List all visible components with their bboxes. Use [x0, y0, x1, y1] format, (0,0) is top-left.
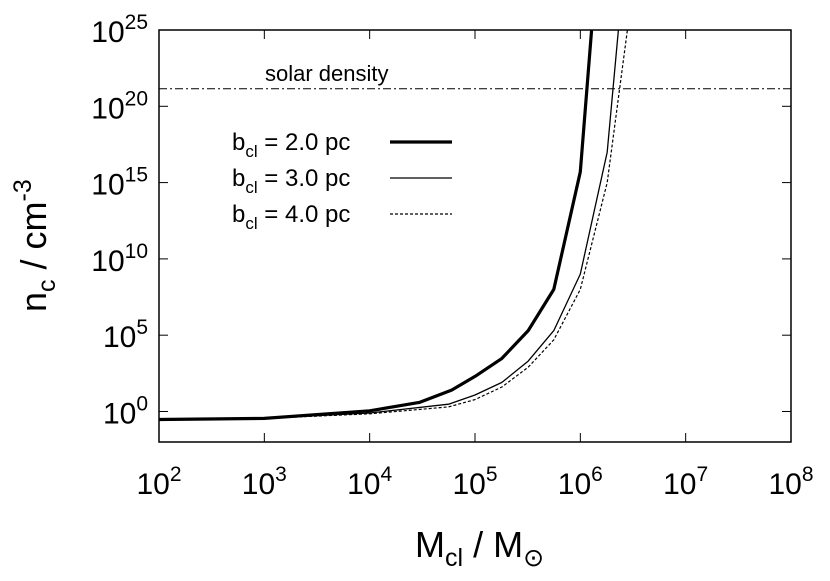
- legend-label-main: b: [232, 201, 245, 228]
- x-axis-title: Mcl / M⊙: [415, 524, 544, 572]
- x-tick-exp: 3: [275, 463, 287, 486]
- y-tick-base: 10: [91, 169, 124, 202]
- x-tick-exp: 7: [697, 463, 709, 486]
- x-title-mid: / M: [463, 524, 523, 565]
- y-tick-exp: 15: [125, 164, 148, 187]
- y-tick-label-1: 105: [103, 316, 148, 354]
- x-tick-exp: 4: [381, 463, 393, 486]
- legend-label-rest: = 3.0 pc: [258, 165, 351, 192]
- x-tick-label-5: 107: [663, 463, 708, 501]
- legend-label-rest: = 4.0 pc: [258, 201, 351, 228]
- y-tick-label-3: 1015: [91, 164, 148, 202]
- y-tick-label-0: 100: [103, 392, 148, 430]
- y-tick-base: 10: [103, 397, 136, 430]
- x-title-sun-symbol: ⊙: [523, 544, 544, 572]
- y-tick-base: 10: [91, 245, 124, 278]
- x-tick-exp: 6: [591, 463, 603, 486]
- x-tick-base: 10: [347, 468, 380, 501]
- x-tick-base: 10: [768, 468, 801, 501]
- y-tick-exp: 5: [136, 316, 148, 339]
- x-tick-base: 10: [242, 468, 275, 501]
- legend-label-sub: cl: [245, 214, 257, 233]
- legend-label-rest: = 2.0 pc: [258, 129, 351, 156]
- legend-label-main: b: [232, 165, 245, 192]
- y-tick-label-4: 1020: [91, 87, 148, 125]
- y-tick-base: 10: [91, 92, 124, 125]
- legend-label-3: bcl = 4.0 pc: [232, 201, 350, 233]
- y-tick-exp: 25: [125, 11, 148, 34]
- series-line-3: [159, 30, 628, 421]
- x-tick-base: 10: [452, 468, 485, 501]
- x-tick-exp: 2: [170, 463, 182, 486]
- x-tick-base: 10: [663, 468, 696, 501]
- x-title-main: M: [415, 524, 445, 565]
- solar-density-label: solar density: [265, 61, 389, 86]
- y-title-sup: -3: [9, 179, 37, 201]
- x-tick-label-0: 102: [136, 463, 181, 501]
- x-tick-base: 10: [558, 468, 591, 501]
- reference-line-group: solar density: [159, 61, 791, 90]
- y-title-main: n: [13, 292, 54, 312]
- y-tick-exp: 10: [125, 240, 148, 263]
- x-tick-label-1: 103: [242, 463, 287, 501]
- x-title-sub: cl: [445, 544, 463, 572]
- y-tick-exp: 20: [125, 87, 148, 110]
- tick-marks: [158, 29, 792, 442]
- y-tick-base: 10: [103, 321, 136, 354]
- x-tick-exp: 5: [486, 463, 498, 486]
- x-tick-exp: 8: [802, 463, 814, 486]
- legend-label-sub: cl: [245, 142, 257, 161]
- y-tick-label-2: 1010: [91, 240, 148, 278]
- y-tick-exp: 0: [136, 392, 148, 415]
- legend-label-1: bcl = 2.0 pc: [232, 129, 350, 161]
- x-tick-label-4: 106: [558, 463, 603, 501]
- y-axis-title: nc / cm-3: [9, 179, 61, 312]
- y-tick-base: 10: [91, 16, 124, 49]
- x-tick-base: 10: [136, 468, 169, 501]
- y-title-mid: / cm: [13, 201, 54, 279]
- series-lines: [159, 30, 628, 422]
- y-title-sub: c: [33, 279, 61, 292]
- plot-frame: [158, 29, 792, 443]
- x-tick-label-6: 108: [768, 463, 813, 501]
- series-line-1: [159, 30, 594, 422]
- legend-label-2: bcl = 3.0 pc: [232, 165, 350, 197]
- legend-label-main: b: [232, 129, 245, 156]
- x-tick-labels: 102 103 104 105 106 107 108: [136, 463, 813, 501]
- legend-label-sub: cl: [245, 178, 257, 197]
- y-tick-label-5: 1025: [91, 11, 148, 49]
- x-tick-label-2: 104: [347, 463, 392, 501]
- x-tick-label-3: 105: [452, 463, 497, 501]
